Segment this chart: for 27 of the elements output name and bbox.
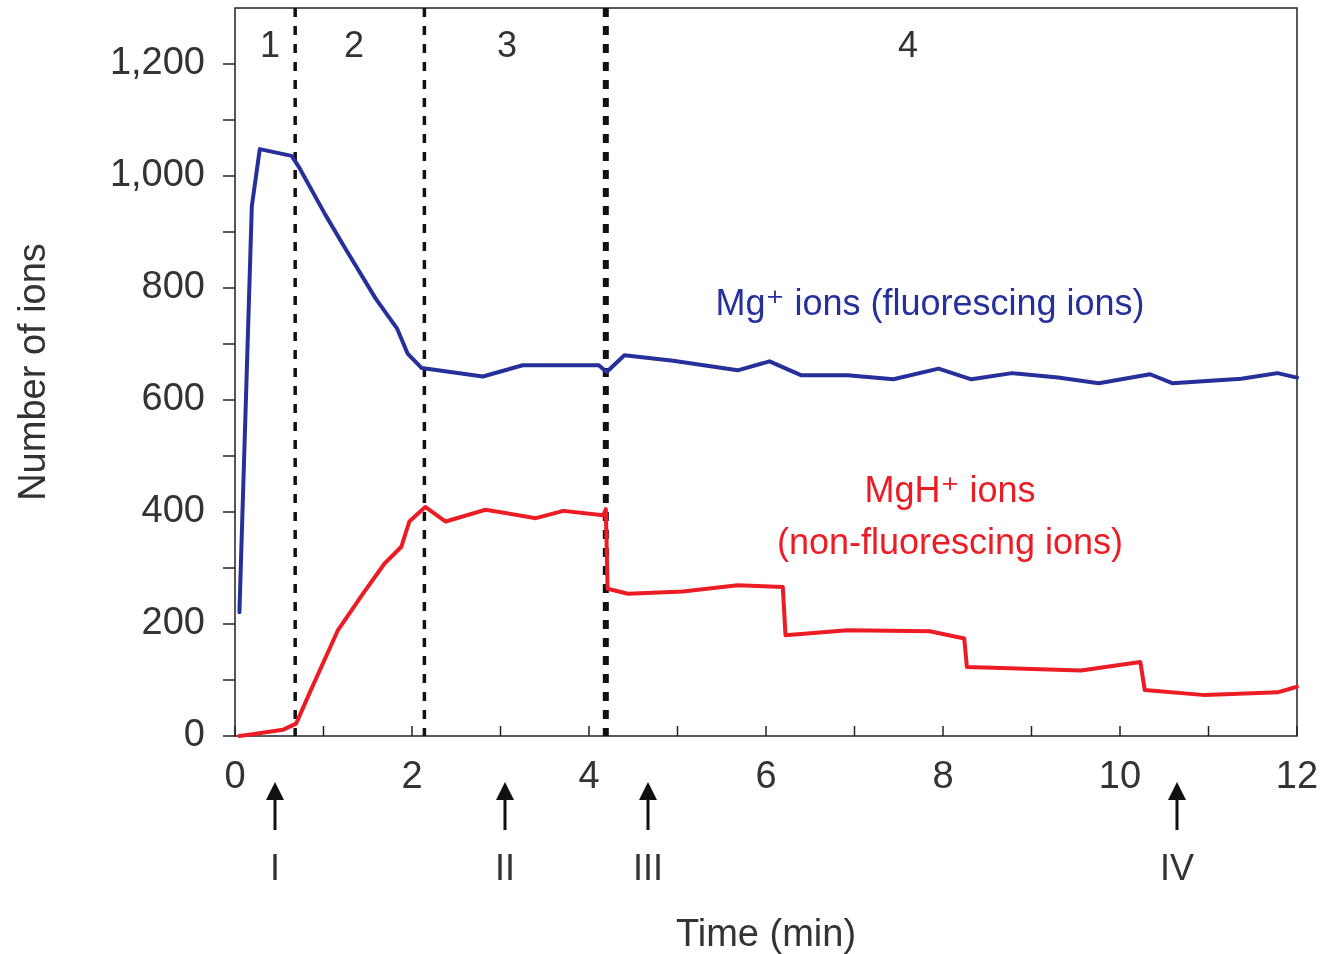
y-axis-title: Number of ions bbox=[11, 243, 53, 501]
annotation: 1 bbox=[259, 23, 281, 65]
annotation: 3 bbox=[496, 23, 518, 65]
x-axis-title: Time (min) bbox=[675, 912, 857, 954]
y-tick-label: 0 bbox=[183, 712, 205, 755]
text: I bbox=[269, 847, 281, 888]
annotation: 2 bbox=[343, 23, 365, 65]
annotation: 4 bbox=[897, 23, 919, 65]
x-tick-label: 4 bbox=[578, 754, 600, 796]
y-tick-label: 1,000 bbox=[109, 152, 205, 195]
x-tick-label: 0 bbox=[224, 754, 246, 796]
text: III bbox=[632, 847, 664, 888]
series-label: Mg⁺ ions (fluorescing ions) bbox=[715, 281, 1145, 323]
x-tick-label: 10 bbox=[1098, 754, 1142, 796]
x-tick-label: 6 bbox=[755, 754, 777, 796]
y-tick-label: 400 bbox=[141, 488, 205, 531]
x-tick-label: 12 bbox=[1275, 754, 1319, 796]
x-tick-label: 8 bbox=[932, 754, 954, 796]
y-tick-label: 800 bbox=[141, 264, 205, 307]
y-tick-label: 1,200 bbox=[109, 40, 205, 83]
line-series bbox=[237, 147, 1299, 615]
series-label: MgH⁺ ions (non-fluorescing ions) bbox=[776, 468, 1124, 562]
y-tick-label: 600 bbox=[141, 376, 205, 419]
y-tick-label: 200 bbox=[141, 600, 205, 643]
x-tick-label: 2 bbox=[401, 754, 423, 796]
text: IV bbox=[1159, 847, 1195, 888]
text: II bbox=[494, 847, 516, 888]
